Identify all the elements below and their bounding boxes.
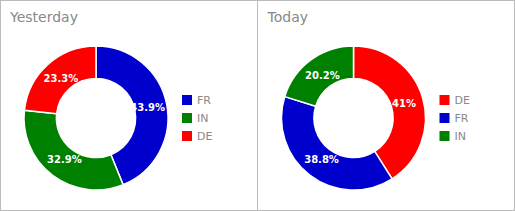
data-label: 43.9% <box>130 102 165 113</box>
divider <box>257 0 258 211</box>
donut-chart: Yesterday 43.9% 32.9% 23.3% FR IN DE <box>9 9 212 190</box>
legend-swatch <box>440 131 450 141</box>
legend-label: IN <box>197 112 208 125</box>
donut-chart: Today 41% 38.8% 20.2% DE FR IN <box>267 9 470 190</box>
data-label: 41% <box>392 98 416 109</box>
data-label: 32.9% <box>47 154 82 165</box>
frame <box>1 1 515 211</box>
data-label: 20.2% <box>305 70 340 81</box>
legend-label: IN <box>455 130 466 143</box>
legend-label: DE <box>197 130 212 143</box>
chart-canvas: Yesterday 43.9% 32.9% 23.3% FR IN DE Today 41% 38… <box>0 0 515 211</box>
legend: DE FR IN <box>440 94 470 143</box>
data-label: 23.3% <box>44 73 79 84</box>
donut-slice <box>285 46 354 106</box>
legend-label: DE <box>455 94 470 107</box>
legend-label: FR <box>197 94 211 107</box>
legend-swatch <box>182 113 192 123</box>
legend-swatch <box>182 95 192 105</box>
legend-swatch <box>440 95 450 105</box>
donut-slice <box>282 97 393 190</box>
chart-title: Today <box>267 9 309 25</box>
chart-title: Yesterday <box>9 9 78 25</box>
donut-slice <box>24 110 123 190</box>
legend-label: FR <box>455 112 469 125</box>
legend-swatch <box>440 113 450 123</box>
legend-swatch <box>182 131 192 141</box>
legend: FR IN DE <box>182 94 212 143</box>
data-label: 38.8% <box>304 154 339 165</box>
donut-slice <box>24 46 96 114</box>
